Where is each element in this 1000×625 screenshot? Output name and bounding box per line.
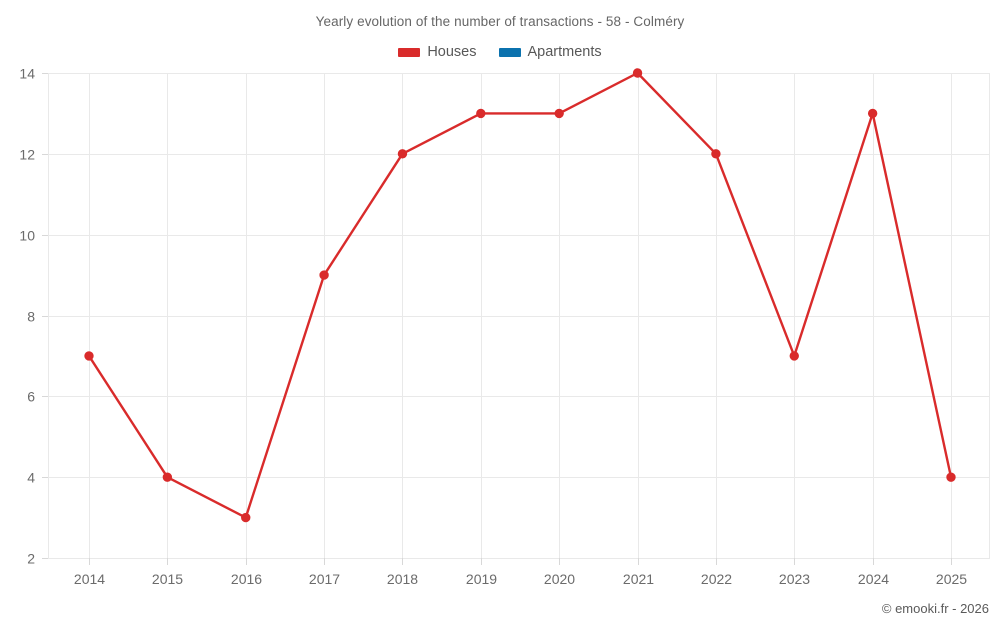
axis-ticks xyxy=(42,73,952,565)
data-point-houses[interactable]: 2019: 13 xyxy=(476,108,486,119)
x-axis-tick-label: 2017 xyxy=(309,571,340,587)
series-line-houses xyxy=(87,71,953,519)
legend-swatch-apartments xyxy=(498,47,521,57)
data-point-houses[interactable]: 2020: 13 xyxy=(554,108,564,119)
y-axis-tick-label: 4 xyxy=(27,470,35,486)
data-point-houses[interactable]: 2025: 4 xyxy=(946,472,956,482)
data-series: 2014: 7 2015: 4 2016: 3 2017: 9 2018: 12 2019… xyxy=(84,68,956,523)
data-point-houses[interactable]: 2016: 3 xyxy=(241,512,251,523)
data-point-houses[interactable]: 2022: 12 xyxy=(711,149,721,159)
x-axis-tick-label: 2022 xyxy=(701,571,732,587)
x-axis-tick-label: 2018 xyxy=(387,571,418,587)
y-axis-tick-label: 6 xyxy=(27,389,35,405)
data-point-houses[interactable]: 2017: 9 xyxy=(319,270,329,280)
x-axis-tick-label: 2015 xyxy=(152,571,183,587)
x-axis-tick-label: 2024 xyxy=(858,571,889,587)
data-point-houses[interactable]: 2024: 13 xyxy=(867,108,878,119)
gridlines xyxy=(48,73,990,559)
x-axis-tick-label: 2021 xyxy=(623,571,654,587)
y-axis-tick-label: 2 xyxy=(27,551,35,567)
x-axis-labels: 2014 2015 2016 2017 2018 2019 2020 2021 2022 2023… xyxy=(74,571,967,587)
legend-item-apartments[interactable]: Apartments xyxy=(498,44,602,60)
y-axis-tick-label: 12 xyxy=(19,147,35,163)
chart-title: Yearly evolution of the number of transa… xyxy=(315,14,685,29)
x-axis-tick-label: 2016 xyxy=(231,571,262,587)
x-axis-tick-label: 2023 xyxy=(779,571,810,587)
data-point-houses[interactable]: 2023: 7 xyxy=(789,351,799,361)
y-axis-tick-label: 14 xyxy=(19,66,35,82)
x-axis-tick-label: 2014 xyxy=(74,571,105,587)
chart-legend: Houses Apartments xyxy=(0,44,1000,60)
data-point-houses[interactable]: 2021: 14 xyxy=(632,68,643,78)
legend-label-houses: Houses xyxy=(427,44,477,60)
copyright-credit: © emooki.fr - 2026 xyxy=(881,601,989,616)
data-point-houses[interactable]: 2018: 12 xyxy=(397,149,408,159)
y-axis-tick-label: 8 xyxy=(27,309,35,325)
x-axis-tick-label: 2019 xyxy=(466,571,497,587)
data-point-houses[interactable]: 2015: 4 xyxy=(162,472,173,482)
x-axis-tick-label: 2020 xyxy=(544,571,575,587)
data-point-houses[interactable]: 2014: 7 xyxy=(84,351,94,361)
legend-label-apartments: Apartments xyxy=(527,44,602,60)
legend-swatch-houses xyxy=(398,47,421,57)
y-axis-tick-label: 10 xyxy=(19,228,35,244)
legend-item-houses[interactable]: Houses xyxy=(398,44,477,60)
y-axis-labels: 2 4 6 8 10 12 14 xyxy=(19,66,35,567)
x-axis-tick-label: 2025 xyxy=(936,571,967,587)
